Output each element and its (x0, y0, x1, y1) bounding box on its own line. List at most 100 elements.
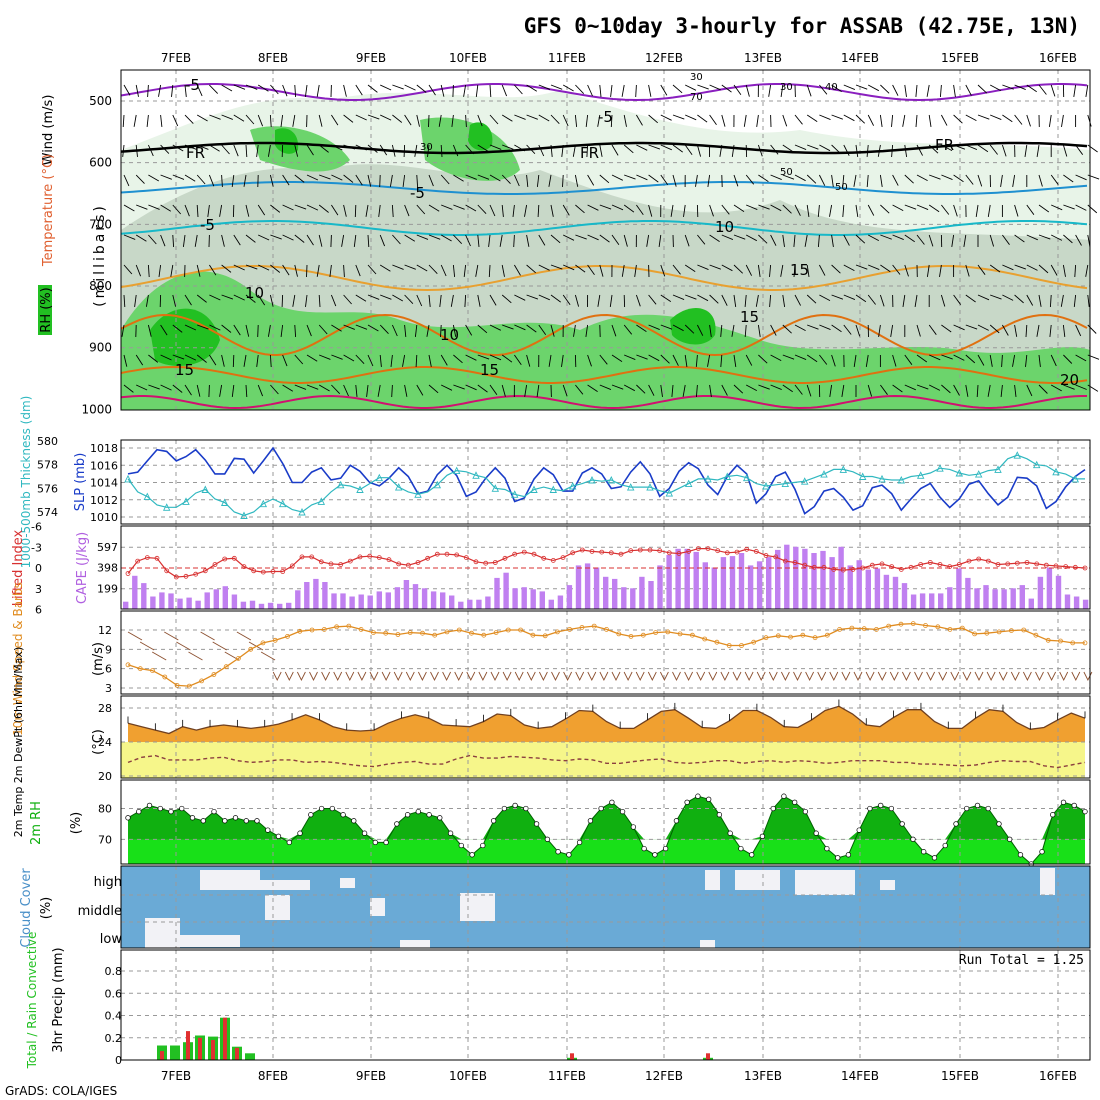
thickness-marker (414, 490, 422, 498)
wind-barb (439, 294, 442, 307)
cape-bar (883, 574, 890, 609)
wind-barb (648, 114, 658, 124)
wind-barb (514, 84, 523, 95)
lifted-marker (860, 565, 866, 571)
wind-barb (270, 84, 279, 95)
wind-barb (865, 354, 869, 367)
wind10-barb (1083, 671, 1093, 682)
wind-barb (453, 174, 464, 182)
slp-tick: 1018 (90, 442, 118, 455)
cape-bar (811, 553, 817, 609)
wind-barb (707, 354, 711, 367)
wind-barb (475, 264, 479, 277)
wind-barb (610, 114, 613, 128)
thickness-marker (897, 475, 906, 484)
cape-bar (1019, 585, 1025, 609)
bottom-date-label: 14FEB (841, 1069, 879, 1083)
wind-barb (269, 174, 274, 187)
wind-barb (465, 384, 477, 391)
lifted-marker (985, 558, 991, 564)
wind-barb (463, 264, 467, 277)
thickness-marker (182, 497, 190, 505)
cape-bar (1001, 589, 1007, 609)
wind10-barb (284, 671, 294, 682)
rh2m-marker (813, 830, 819, 836)
lifted-marker (647, 547, 653, 553)
wind-barb (526, 84, 538, 92)
temp-ylabel: 2m Temp 2m DewPt (6hr Min/Max) (12, 647, 25, 837)
lifted-marker (850, 567, 856, 572)
upper-ytick: 900 (89, 341, 112, 355)
bottom-date-label: 7FEB (161, 1069, 191, 1083)
thickness-marker (684, 479, 693, 488)
cape-bar (603, 576, 609, 609)
wind-barb (561, 144, 564, 157)
wind10-line (127, 622, 1085, 687)
contour-label: 40 (825, 82, 838, 93)
wind-barb (148, 174, 160, 182)
thickness-marker (742, 473, 751, 482)
wind-barb (891, 114, 894, 127)
wind-barb (355, 294, 367, 302)
wind-barb (294, 384, 307, 390)
wind-barb (904, 144, 908, 157)
wind-barb (733, 174, 739, 187)
wind-barb (1087, 324, 1097, 334)
wind-barb (1038, 294, 1042, 307)
wind10-marker (984, 630, 990, 636)
wind-barb (184, 84, 187, 97)
thickness-marker (588, 475, 596, 484)
wind10-marker (456, 627, 462, 633)
wind10-barb (151, 651, 167, 661)
wind-barb (294, 234, 305, 243)
cape-bar (494, 577, 500, 609)
cape-bar (729, 556, 736, 609)
wind10-marker (959, 625, 965, 631)
cape-bar (992, 589, 998, 609)
wind-barb (1001, 354, 1003, 368)
temp-tick: 20 (98, 770, 112, 783)
wind-barb (1050, 234, 1063, 241)
cape-bar (376, 591, 382, 609)
rh-cell (150, 308, 220, 366)
cape-bar (593, 567, 600, 609)
cape-bar (938, 593, 944, 609)
wind-barb (843, 324, 852, 335)
rh2m-marker (695, 793, 701, 799)
wind-barb (819, 144, 831, 152)
cloud-block (400, 940, 430, 948)
wind-barb (623, 204, 635, 213)
wind-barb (574, 294, 580, 307)
wind-barb (294, 264, 298, 277)
wind-barb (563, 234, 575, 241)
wind-barb (538, 324, 547, 336)
wind-barb (648, 354, 660, 362)
wind-barb (292, 294, 296, 307)
lifted-marker (657, 548, 663, 554)
wind-barb (441, 384, 453, 391)
cape-tick: 398 (97, 562, 118, 575)
wind-barb (1085, 84, 1089, 97)
wind-barb (989, 354, 993, 367)
wind10-barb (901, 671, 911, 682)
wind-barb (987, 384, 991, 397)
wind-barb (866, 144, 869, 157)
wind10-marker (174, 683, 180, 688)
rh2m-marker (878, 802, 884, 809)
wind-barb (1063, 234, 1073, 244)
cape-bar (630, 588, 636, 610)
wind-barb (916, 234, 925, 245)
wind-barb (379, 324, 389, 335)
wind-barb (794, 204, 801, 216)
wind-barb (355, 114, 367, 121)
lifted-marker (908, 564, 914, 570)
wind-barb (817, 234, 820, 248)
wind-barb (745, 354, 753, 366)
lifted-marker (715, 548, 721, 554)
rh2m-area-dark (128, 796, 1085, 840)
lifted-marker (512, 551, 518, 557)
wind10-barb (563, 671, 573, 682)
wind-barb (257, 294, 266, 306)
cloud-block (700, 940, 715, 948)
